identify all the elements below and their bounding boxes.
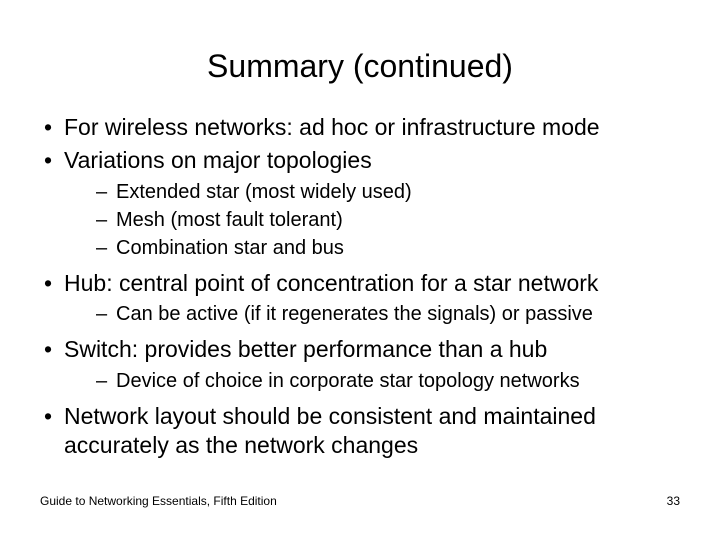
bullet-text: Switch: provides better performance than… xyxy=(64,336,547,362)
bullet-text: Hub: central point of concentration for … xyxy=(64,270,598,296)
bullet-item: Network layout should be consistent and … xyxy=(40,402,680,460)
bullet-text: Variations on major topologies xyxy=(64,147,372,173)
bullet-text: For wireless networks: ad hoc or infrast… xyxy=(64,114,600,140)
bullet-item: Variations on major topologies Extended … xyxy=(40,146,680,261)
bullet-item: Hub: central point of concentration for … xyxy=(40,269,680,328)
sub-list: Device of choice in corporate star topol… xyxy=(64,368,680,394)
sub-list: Can be active (if it regenerates the sig… xyxy=(64,301,680,327)
slide: Summary (continued) For wireless network… xyxy=(0,0,720,540)
footer-left: Guide to Networking Essentials, Fifth Ed… xyxy=(40,494,277,508)
sub-item: Extended star (most widely used) xyxy=(64,179,680,205)
sub-item: Can be active (if it regenerates the sig… xyxy=(64,301,680,327)
footer-right: 33 xyxy=(667,494,680,508)
bullet-text: Network layout should be consistent and … xyxy=(64,403,596,458)
bullet-item: For wireless networks: ad hoc or infrast… xyxy=(40,113,680,142)
sub-list: Extended star (most widely used) Mesh (m… xyxy=(64,179,680,261)
sub-item: Combination star and bus xyxy=(64,235,680,261)
slide-title: Summary (continued) xyxy=(40,0,680,113)
bullet-item: Switch: provides better performance than… xyxy=(40,335,680,394)
sub-item: Device of choice in corporate star topol… xyxy=(64,368,680,394)
sub-item: Mesh (most fault tolerant) xyxy=(64,207,680,233)
bullet-list: For wireless networks: ad hoc or infrast… xyxy=(40,113,680,460)
